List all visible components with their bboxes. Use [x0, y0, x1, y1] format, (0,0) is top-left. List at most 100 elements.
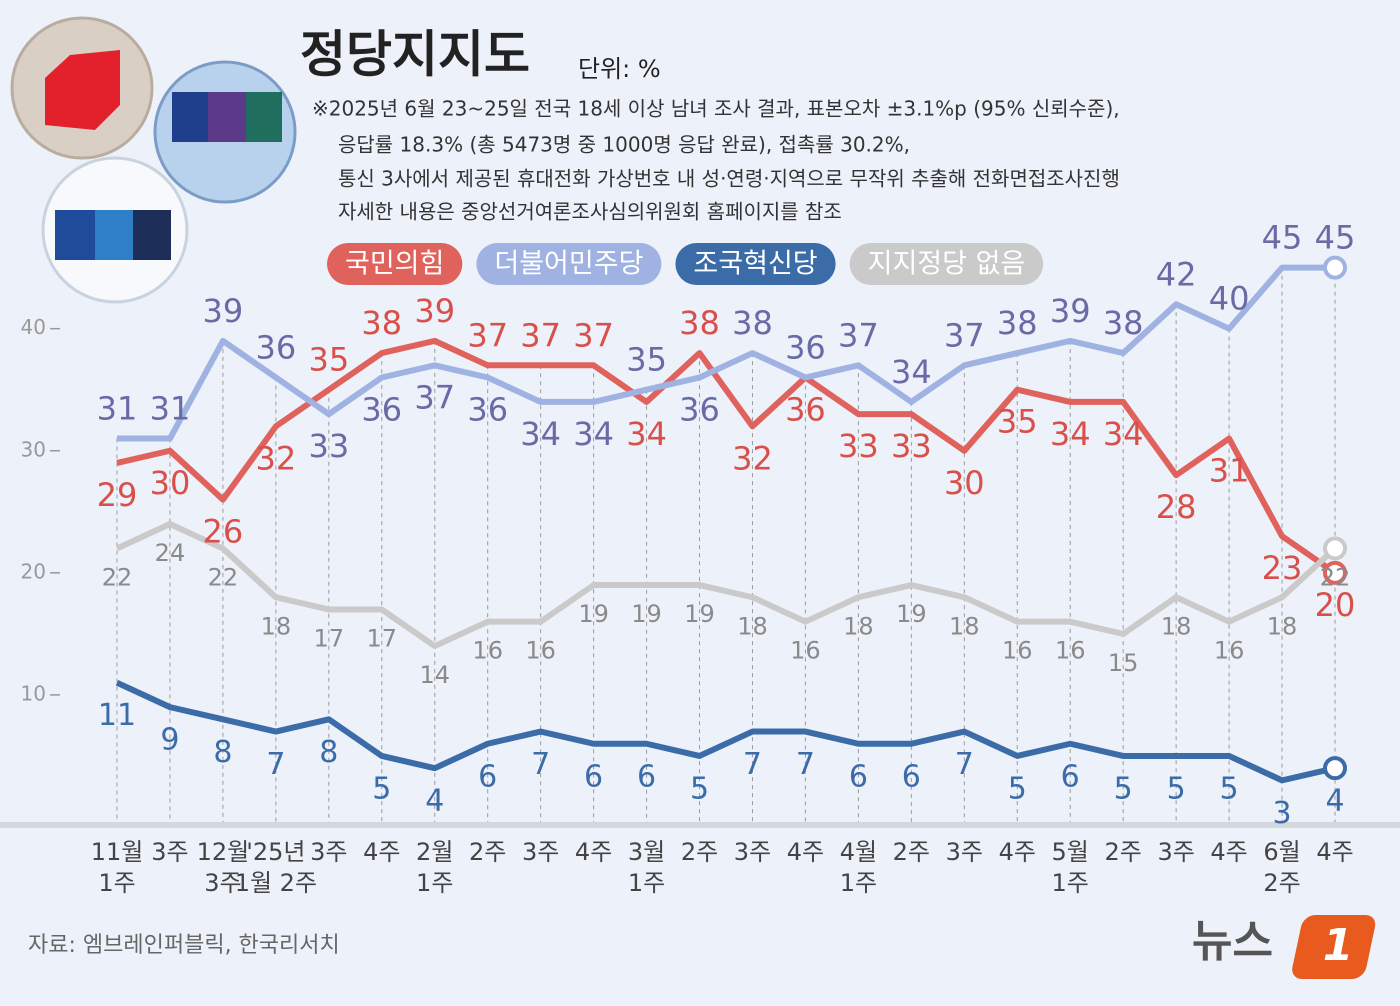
data-label: 40	[1209, 280, 1250, 318]
data-label: 36	[679, 391, 720, 429]
logo-mark: 1	[1323, 920, 1354, 971]
data-label: 31	[150, 390, 191, 428]
data-label: 6	[584, 759, 603, 794]
data-label: 38	[997, 304, 1038, 342]
note: ※2025년 6월 23~25일 전국 18세 이상 남녀 조사 결과, 표본오…	[312, 97, 1120, 121]
data-label: 42	[1156, 255, 1197, 293]
end-marker	[1323, 560, 1347, 585]
y-tick-label: 30	[21, 437, 46, 461]
end-marker	[1323, 255, 1347, 280]
data-label: 31	[1209, 452, 1250, 490]
legend-label: 지지정당 없음	[868, 249, 1026, 280]
series-line	[117, 264, 1335, 442]
data-label: 32	[256, 439, 297, 477]
x-tick-label: 12월 3주	[197, 838, 250, 897]
data-label: 4	[425, 784, 444, 819]
data-label: 7	[531, 747, 550, 782]
data-label: 5	[1220, 771, 1239, 806]
x-tick-label: 4주	[1210, 838, 1247, 866]
legend-swatch	[327, 243, 463, 285]
data-label: 19	[684, 600, 715, 628]
data-label: 7	[743, 747, 762, 782]
data-label: 18	[843, 612, 874, 640]
x-tick-label: 6월 2주	[1263, 838, 1300, 897]
x-tick-label: 5월 1주	[1052, 838, 1089, 897]
data-label: 19	[631, 600, 662, 628]
data-label: 18	[261, 612, 292, 640]
data-label: 33	[838, 427, 879, 465]
party-icons	[10, 16, 297, 304]
data-label: 5	[1167, 771, 1186, 806]
data-label: 7	[796, 747, 815, 782]
data-label: 9	[160, 723, 179, 758]
data-label: 6	[637, 759, 656, 794]
data-label: 5	[690, 771, 709, 806]
logo-badge	[1292, 915, 1376, 979]
legend-swatch	[675, 243, 836, 285]
data-label: 5	[1008, 771, 1027, 806]
x-tick-label: 3월 1주	[628, 838, 665, 897]
data-label: 30	[150, 464, 191, 502]
data-label: 38	[361, 304, 402, 342]
series-line	[115, 521, 1338, 650]
x-tick-label: 3주	[310, 838, 347, 866]
data-label: 36	[256, 329, 297, 367]
x-tick-label: 3주	[522, 838, 559, 866]
data-label: 33	[891, 427, 932, 465]
legend-item: 국민의힘	[327, 243, 463, 285]
data-label: 38	[1103, 304, 1144, 342]
x-tick-label: 2주	[469, 838, 506, 866]
data-label: 16	[1002, 637, 1033, 665]
chart-title: 정당지지도	[300, 26, 530, 84]
x-tick-label: 3주	[1157, 838, 1194, 866]
data-label: 5	[1114, 771, 1133, 806]
data-label: 11	[98, 698, 136, 733]
legend-swatch	[476, 243, 662, 285]
data-label: 34	[520, 415, 561, 453]
x-tick-label: 4주	[363, 838, 400, 866]
data-label: 19	[896, 600, 927, 628]
x-tick-label: 2주	[1104, 838, 1141, 866]
data-label: 3	[1272, 796, 1291, 831]
note: 통신 3사에서 제공된 휴대전화 가상번호 내 성·연령·지역으로 무작위 추출…	[338, 167, 1120, 191]
x-tick-label: 4주	[787, 838, 824, 866]
x-tick-label: 11월 1주	[91, 838, 144, 897]
data-label: 37	[838, 316, 879, 354]
data-label: 6	[849, 759, 868, 794]
logo-text: 뉴스	[1192, 916, 1273, 967]
x-tick-label: 4주	[1316, 838, 1353, 866]
data-label: 45	[1315, 219, 1356, 257]
data-label: 45	[1262, 219, 1303, 257]
legend-item: 조국혁신당	[675, 243, 836, 285]
data-label: 18	[1161, 612, 1192, 640]
data-label: 4	[1325, 784, 1344, 819]
data-label: 35	[626, 341, 667, 379]
x-tick-label: 2주	[681, 838, 718, 866]
data-label: 35	[997, 403, 1038, 441]
data-label: 36	[361, 391, 402, 429]
data-label: 17	[314, 624, 345, 652]
data-label: 16	[790, 637, 821, 665]
data-label: 37	[573, 316, 614, 354]
data-label: 22	[1320, 563, 1351, 591]
data-label: 39	[414, 292, 455, 330]
data-label: 38	[732, 304, 773, 342]
data-label: 34	[1103, 415, 1144, 453]
data-label: 29	[97, 476, 138, 514]
unit: 단위: %	[578, 55, 661, 83]
legend-label: 조국혁신당	[693, 249, 817, 280]
legend-item: 더불어민주당	[476, 243, 662, 285]
data-label: 39	[203, 292, 244, 330]
data-label: 30	[944, 464, 985, 502]
x-tick-label: 3주	[946, 838, 983, 866]
data-label: 16	[472, 637, 503, 665]
data-label: 19	[578, 600, 609, 628]
end-marker	[1323, 536, 1347, 561]
data-label: 22	[102, 563, 133, 591]
legend-label: 국민의힘	[345, 249, 444, 280]
data-label: 26	[203, 513, 244, 551]
data-label: 23	[1262, 549, 1303, 587]
y-tick-label: 40	[21, 315, 46, 339]
data-label: 5	[372, 771, 391, 806]
